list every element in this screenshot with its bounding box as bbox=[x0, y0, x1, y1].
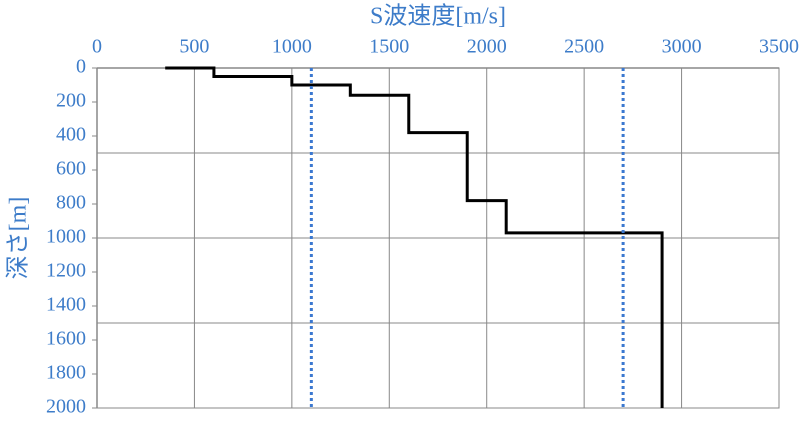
x-tick-label: 3500 bbox=[759, 36, 799, 58]
x-tick-label: 500 bbox=[179, 36, 209, 58]
velocity-profile bbox=[165, 66, 664, 408]
y-axis-label: 深さ[m] bbox=[5, 197, 32, 280]
y-tick-label: 2000 bbox=[46, 396, 86, 418]
y-tick-label: 1000 bbox=[46, 226, 86, 248]
y-tick-label: 1600 bbox=[46, 328, 86, 350]
x-tick-label: 2000 bbox=[467, 36, 507, 58]
x-tick-label: 0 bbox=[92, 36, 102, 58]
x-tick-label: 1000 bbox=[272, 36, 312, 58]
y-tick-label: 1400 bbox=[46, 294, 86, 316]
y-tick-label: 600 bbox=[56, 158, 86, 180]
y-tick-label: 1200 bbox=[46, 260, 86, 282]
x-tick-label: 3000 bbox=[662, 36, 702, 58]
x-tick-label: 2500 bbox=[564, 36, 604, 58]
y-tick-label: 0 bbox=[76, 56, 86, 78]
y-tick-label: 400 bbox=[56, 124, 86, 146]
x-axis-label: S波速度[m/s] bbox=[370, 3, 506, 30]
y-tick-label: 800 bbox=[56, 192, 86, 214]
y-tick-label: 200 bbox=[56, 90, 86, 112]
x-tick-label: 1500 bbox=[369, 36, 409, 58]
y-tick-label: 1800 bbox=[46, 362, 86, 384]
